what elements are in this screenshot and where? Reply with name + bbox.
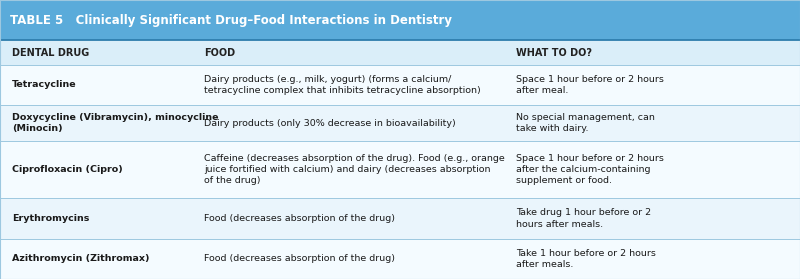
Text: Food (decreases absorption of the drug): Food (decreases absorption of the drug) xyxy=(204,214,395,223)
Text: Azithromycin (Zithromax): Azithromycin (Zithromax) xyxy=(12,254,150,263)
Text: TABLE 5   Clinically Significant Drug–Food Interactions in Dentistry: TABLE 5 Clinically Significant Drug–Food… xyxy=(10,14,451,27)
Bar xyxy=(0,40,800,65)
Bar xyxy=(0,105,800,141)
Bar xyxy=(0,65,800,105)
Bar xyxy=(0,239,800,279)
Text: Tetracycline: Tetracycline xyxy=(12,80,77,90)
Text: WHAT TO DO?: WHAT TO DO? xyxy=(516,48,592,57)
Text: Doxycycline (Vibramycin), minocycline
(Minocin): Doxycycline (Vibramycin), minocycline (M… xyxy=(12,113,218,133)
Bar xyxy=(0,141,800,198)
Text: Space 1 hour before or 2 hours
after the calcium-containing
supplement or food.: Space 1 hour before or 2 hours after the… xyxy=(516,154,664,186)
Text: Dairy products (e.g., milk, yogurt) (forms a calcium/
tetracycline complex that : Dairy products (e.g., milk, yogurt) (for… xyxy=(204,75,481,95)
Text: DENTAL DRUG: DENTAL DRUG xyxy=(12,48,90,57)
Text: Ciprofloxacin (Cipro): Ciprofloxacin (Cipro) xyxy=(12,165,122,174)
Bar xyxy=(0,198,800,239)
Text: Erythromycins: Erythromycins xyxy=(12,214,90,223)
Text: Space 1 hour before or 2 hours
after meal.: Space 1 hour before or 2 hours after mea… xyxy=(516,75,664,95)
Text: FOOD: FOOD xyxy=(204,48,235,57)
Text: Caffeine (decreases absorption of the drug). Food (e.g., orange
juice fortified : Caffeine (decreases absorption of the dr… xyxy=(204,154,505,186)
Bar xyxy=(0,0,800,40)
Text: Food (decreases absorption of the drug): Food (decreases absorption of the drug) xyxy=(204,254,395,263)
Text: Take drug 1 hour before or 2
hours after meals.: Take drug 1 hour before or 2 hours after… xyxy=(516,208,651,229)
Text: No special management, can
take with dairy.: No special management, can take with dai… xyxy=(516,113,655,133)
Text: Take 1 hour before or 2 hours
after meals.: Take 1 hour before or 2 hours after meal… xyxy=(516,249,656,269)
Text: Dairy products (only 30% decrease in bioavailability): Dairy products (only 30% decrease in bio… xyxy=(204,119,456,128)
